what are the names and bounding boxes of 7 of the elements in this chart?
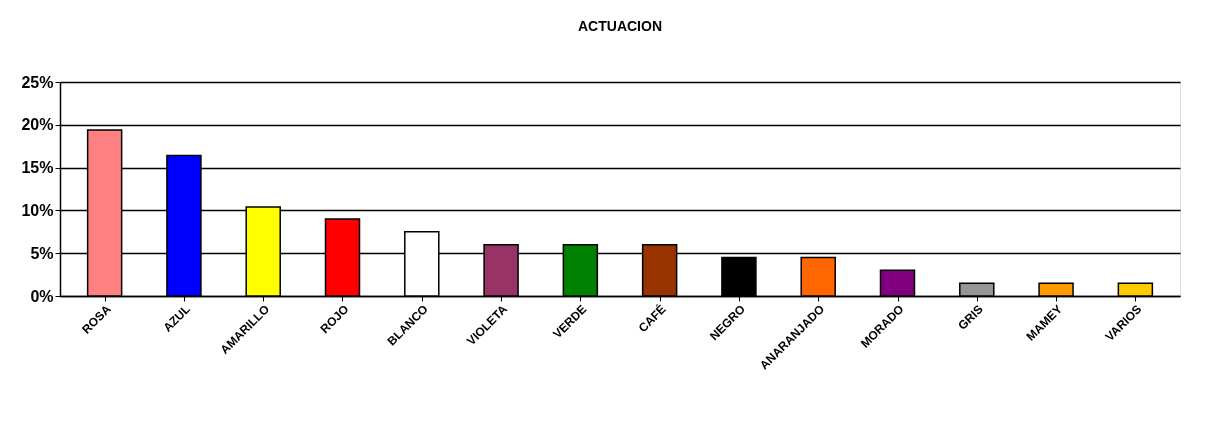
chart-title: ACTUACION [578, 18, 662, 34]
y-tick-label: 0% [30, 287, 54, 305]
y-tick-label: 25% [21, 73, 54, 91]
y-tick-label: 20% [21, 116, 54, 134]
y-tick-label: 10% [21, 201, 54, 219]
y-tick-label: 5% [30, 244, 54, 262]
y-tick-label: 15% [21, 159, 54, 177]
